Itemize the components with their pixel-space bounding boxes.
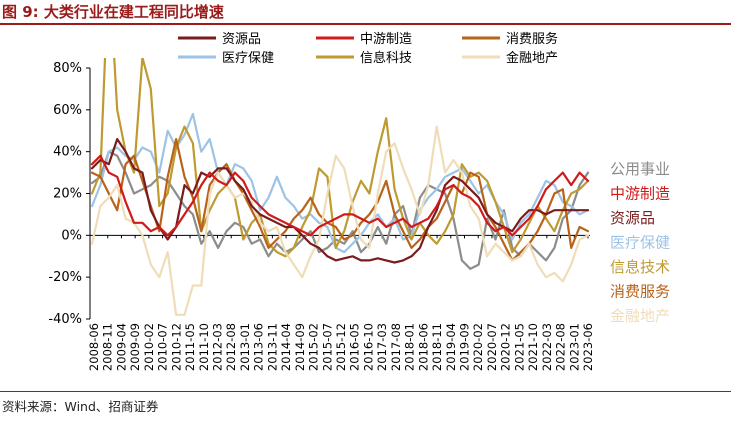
y-tick-label: -20% [48, 270, 82, 285]
x-tick-label: 2023-01 [567, 323, 581, 371]
x-tick-label: 2020-07 [485, 323, 499, 371]
x-tick-label: 2014-09 [293, 323, 307, 371]
x-tick-label: 2012-08 [224, 323, 238, 371]
series-line-resources [90, 138, 590, 264]
x-tick-label: 2020-02 [471, 323, 485, 371]
x-tick-label: 2020-12 [499, 323, 513, 371]
legend-label: 信息科技 [360, 50, 412, 66]
x-axis: 2008-06 2008-11 2009-04 2009-09 2010-02 2010-… [87, 234, 595, 371]
x-tick-label: 2017-08 [389, 323, 403, 371]
series-line-tech [90, 58, 590, 258]
x-tick-label: 2022-03 [540, 323, 554, 371]
x-tick-label: 2009-09 [128, 323, 142, 371]
x-tick-label: 2010-07 [156, 323, 170, 371]
right-series-label: 信息技术 [610, 258, 670, 276]
x-tick-label: 2012-03 [211, 323, 225, 371]
x-tick-label: 2010-12 [169, 323, 183, 371]
right-series-label: 中游制造 [610, 185, 670, 203]
figure-label: 图 9: [2, 3, 39, 21]
x-tick-label: 2015-07 [320, 323, 334, 371]
series-line-midstream [90, 154, 590, 237]
x-tick-label: 2018-01 [403, 323, 417, 371]
legend-label: 资源品 [222, 32, 261, 47]
right-series-label: 资源品 [610, 209, 655, 227]
x-tick-label: 2008-06 [87, 323, 101, 371]
series-line-consumer [90, 138, 590, 262]
y-tick-label: -40% [48, 312, 82, 327]
x-tick-label: 2022-08 [554, 323, 568, 371]
x-tick-label: 2018-11 [430, 323, 444, 371]
x-tick-label: 2019-04 [444, 323, 458, 371]
x-tick-label: 2021-05 [512, 323, 526, 371]
x-tick-label: 2017-03 [375, 323, 389, 371]
right-series-label: 消费服务 [610, 283, 670, 301]
legend-label: 消费服务 [506, 31, 558, 47]
x-tick-label: 2013-01 [238, 323, 252, 371]
legend-label: 金融地产 [506, 50, 558, 66]
x-tick-label: 2010-02 [142, 323, 156, 371]
x-tick-label: 2021-10 [526, 323, 540, 371]
x-tick-label: 2016-05 [348, 323, 362, 371]
x-tick-label: 2019-09 [458, 323, 472, 371]
x-tick-label: 2014-04 [279, 323, 293, 371]
series-lines [90, 58, 590, 316]
x-tick-label: 2011-10 [197, 323, 211, 371]
x-tick-label: 2015-12 [334, 323, 348, 371]
legend-label: 中游制造 [360, 32, 412, 47]
x-tick-label: 2008-11 [101, 323, 115, 371]
legend-label: 医疗保健 [222, 51, 274, 66]
right-series-label: 医疗保健 [610, 234, 670, 252]
y-tick-label: 20% [53, 187, 82, 202]
right-series-label: 公用事业 [610, 160, 670, 178]
series-line-realestate [90, 125, 590, 316]
y-tick-label: 60% [53, 103, 82, 118]
x-tick-label: 2009-04 [114, 323, 128, 371]
bottom-rule [0, 391, 731, 392]
figure-title-text: 大类行业在建工程同比增速 [43, 3, 224, 21]
x-tick-label: 2018-06 [416, 323, 430, 371]
right-series-label: 金融地产 [610, 307, 670, 325]
title-rule [0, 23, 731, 25]
x-tick-label: 2013-06 [252, 323, 266, 371]
source-note: 资料来源：Wind、招商证券 [2, 399, 159, 414]
y-tick-label: 80% [53, 61, 82, 76]
y-tick-label: 40% [53, 145, 82, 160]
figure-title: 图 9: 大类行业在建工程同比增速 [2, 1, 224, 23]
x-tick-label: 2023-06 [581, 323, 595, 371]
x-tick-label: 2011-05 [183, 323, 197, 371]
x-tick-label: 2015-02 [307, 323, 321, 371]
x-tick-label: 2013-11 [265, 323, 279, 371]
x-tick-label: 2016-10 [361, 323, 375, 371]
y-axis: -40% -20% 0% 20% 40% 60% 80% [48, 61, 91, 327]
y-tick-label: 0% [61, 228, 82, 243]
